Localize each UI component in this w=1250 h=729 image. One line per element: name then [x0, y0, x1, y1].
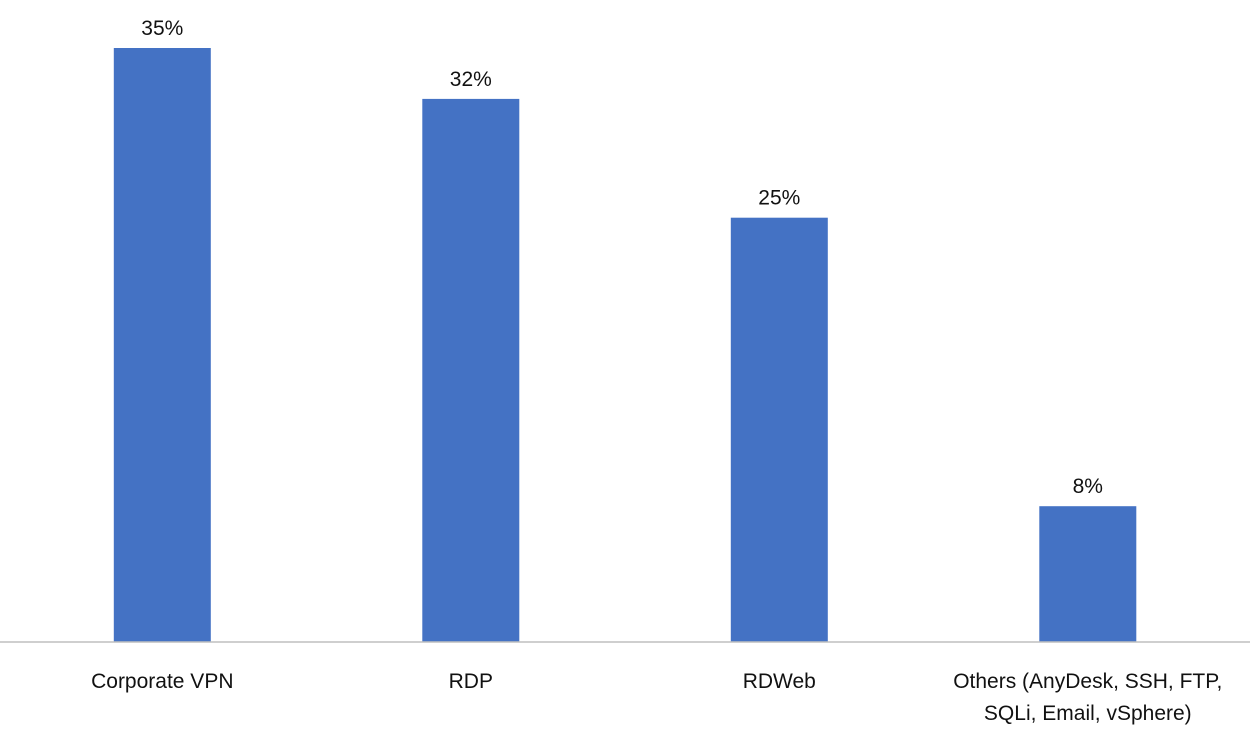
data-label: 35%: [141, 17, 183, 40]
category-label-line: Others (AnyDesk, SSH, FTP,: [953, 670, 1222, 693]
data-labels-layer: 35% 32% 25% 8%: [141, 17, 1103, 498]
data-label: 8%: [1073, 475, 1103, 498]
data-label: 32%: [450, 68, 492, 91]
bar: [730, 217, 828, 642]
bar: [113, 48, 211, 642]
category-label-line: Corporate VPN: [91, 670, 233, 693]
category-label-line: RDP: [449, 670, 493, 693]
category-label-line: SQLi, Email, vSphere): [984, 702, 1192, 725]
category-label: RDP: [449, 670, 493, 693]
data-label: 25%: [758, 187, 800, 210]
bar: [1039, 506, 1137, 642]
bars-layer: [113, 48, 1137, 642]
category-labels-layer: Corporate VPN RDP RDWeb Others (AnyDesk, SS…: [91, 670, 1222, 725]
category-label: RDWeb: [743, 670, 816, 693]
category-label: Corporate VPN: [91, 670, 233, 693]
bar: [422, 98, 520, 642]
category-label: Others (AnyDesk, SSH, FTP, SQLi, Email, v…: [953, 670, 1222, 725]
category-label-line: RDWeb: [743, 670, 816, 693]
